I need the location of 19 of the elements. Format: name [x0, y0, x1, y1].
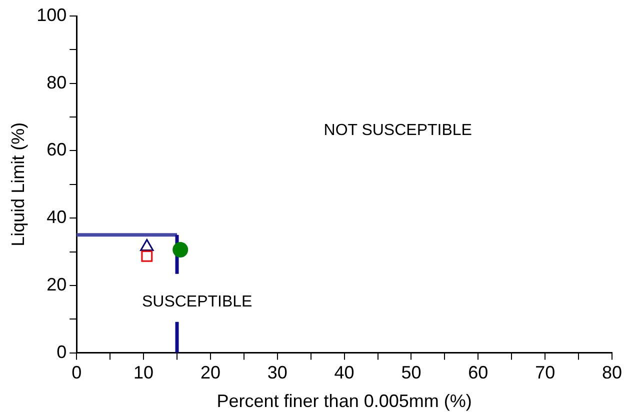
x-tick-label: 50 [401, 362, 422, 383]
annotation: NOT SUSCEPTIBLE [324, 122, 472, 139]
x-tick-label: 60 [468, 362, 488, 383]
annotation: SUSCEPTIBLE [142, 294, 252, 311]
x-tick-label: 40 [334, 362, 354, 383]
y-tick-label: 20 [46, 274, 67, 294]
x-tick-label: 20 [200, 362, 220, 383]
x-tick-label: 80 [602, 362, 622, 383]
y-tick-label: 100 [36, 4, 67, 25]
x-tick-label: 70 [535, 362, 556, 383]
y-tick-label: 60 [46, 140, 67, 160]
x-tick-label: 0 [72, 362, 82, 383]
x-tick-label: 10 [134, 362, 154, 383]
y-tick-label: 80 [46, 72, 67, 92]
x-axis-title: Percent finer than 0.005mm (%) [216, 391, 472, 412]
y-tick-label: 0 [56, 342, 67, 362]
y-tick-label: 40 [46, 207, 67, 228]
x-tick-label: 30 [267, 362, 288, 383]
y-axis-title: Liquid Limit (%) [8, 122, 28, 246]
